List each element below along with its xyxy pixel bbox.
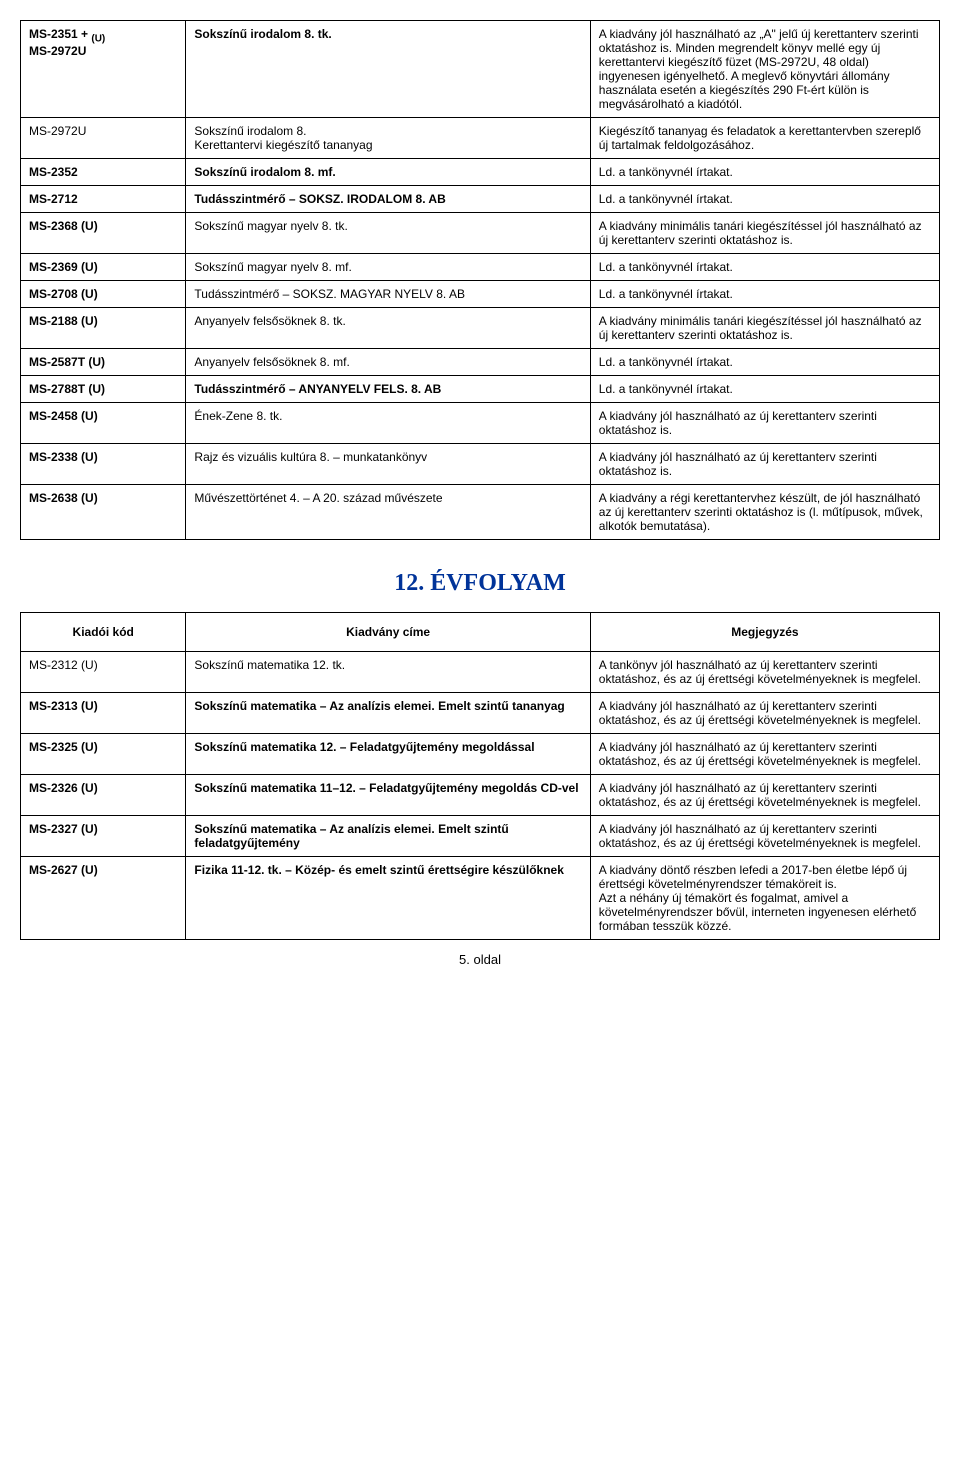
cell-code: MS-2312 (U) [21,652,186,693]
cell-code: MS-2368 (U) [21,213,186,254]
cell-note: A kiadvány döntő részben lefedi a 2017-b… [590,857,939,940]
table-row: MS-2312 (U)Sokszínű matematika 12. tk.A … [21,652,940,693]
cell-title: Sokszínű irodalom 8. tk. [186,21,590,118]
table-row: MS-2313 (U)Sokszínű matematika – Az anal… [21,693,940,734]
cell-code: MS-2708 (U) [21,281,186,308]
cell-note: A kiadvány a régi kerettantervhez készül… [590,485,939,540]
cell-note: A kiadvány minimális tanári kiegészítéss… [590,213,939,254]
cell-title: Sokszínű irodalom 8.Kerettantervi kiegés… [186,118,590,159]
cell-note: Kiegészítő tananyag és feladatok a keret… [590,118,939,159]
table-row: MS-2587T (U)Anyanyelv felsősöknek 8. mf.… [21,349,940,376]
table-row: MS-2788T (U)Tudásszintmérő – ANYANYELV F… [21,376,940,403]
cell-title: Anyanyelv felsősöknek 8. mf. [186,349,590,376]
cell-title: Sokszínű magyar nyelv 8. mf. [186,254,590,281]
cell-title: Tudásszintmérő – SOKSZ. IRODALOM 8. AB [186,186,590,213]
cell-title: Anyanyelv felsősöknek 8. tk. [186,308,590,349]
cell-note: A tankönyv jól használható az új keretta… [590,652,939,693]
table-row: MS-2369 (U)Sokszínű magyar nyelv 8. mf.L… [21,254,940,281]
table-row: MS-2638 (U)Művészettörténet 4. – A 20. s… [21,485,940,540]
cell-code: MS-2313 (U) [21,693,186,734]
cell-note: A kiadvány jól használható az új keretta… [590,734,939,775]
cell-code: MS-2638 (U) [21,485,186,540]
cell-code: MS-2338 (U) [21,444,186,485]
cell-code: MS-2327 (U) [21,816,186,857]
cell-title: Sokszínű matematika – Az analízis elemei… [186,693,590,734]
table-row: MS-2188 (U)Anyanyelv felsősöknek 8. tk.A… [21,308,940,349]
table-top: MS-2351 + (U)MS-2972USokszínű irodalom 8… [20,20,940,540]
table-row: MS-2972USokszínű irodalom 8.Kerettanterv… [21,118,940,159]
cell-title: Ének-Zene 8. tk. [186,403,590,444]
cell-title: Művészettörténet 4. – A 20. század művés… [186,485,590,540]
cell-code: MS-2325 (U) [21,734,186,775]
header-cell: Kiadvány címe [186,613,590,652]
cell-note: Ld. a tankönyvnél írtakat. [590,376,939,403]
cell-code: MS-2587T (U) [21,349,186,376]
cell-title: Sokszínű irodalom 8. mf. [186,159,590,186]
cell-code: MS-2627 (U) [21,857,186,940]
cell-title: Sokszínű matematika 12. – Feladatgyűjtem… [186,734,590,775]
cell-code: MS-2788T (U) [21,376,186,403]
cell-code: MS-2352 [21,159,186,186]
cell-note: A kiadvány jól használható az új keretta… [590,775,939,816]
cell-title: Fizika 11-12. tk. – Közép- és emelt szin… [186,857,590,940]
cell-code: MS-2326 (U) [21,775,186,816]
cell-note: Ld. a tankönyvnél írtakat. [590,349,939,376]
grade-heading: 12. ÉVFOLYAM [20,570,940,597]
cell-title: Sokszínű matematika 12. tk. [186,652,590,693]
cell-note: A kiadvány jól használható az „A" jelű ú… [590,21,939,118]
cell-note: A kiadvány jól használható az új keretta… [590,693,939,734]
cell-title: Tudásszintmérő – SOKSZ. MAGYAR NYELV 8. … [186,281,590,308]
cell-note: Ld. a tankönyvnél írtakat. [590,186,939,213]
table-row: MS-2326 (U)Sokszínű matematika 11–12. – … [21,775,940,816]
table-row: MS-2351 + (U)MS-2972USokszínű irodalom 8… [21,21,940,118]
cell-note: A kiadvány jól használható az új keretta… [590,816,939,857]
header-cell: Kiadói kód [21,613,186,652]
table-row: MS-2325 (U)Sokszínű matematika 12. – Fel… [21,734,940,775]
table-row: MS-2338 (U)Rajz és vizuális kultúra 8. –… [21,444,940,485]
table-row: MS-2627 (U)Fizika 11-12. tk. – Közép- és… [21,857,940,940]
cell-title: Sokszínű magyar nyelv 8. tk. [186,213,590,254]
cell-title: Sokszínű matematika 11–12. – Feladatgyűj… [186,775,590,816]
cell-code: MS-2972U [21,118,186,159]
cell-note: A kiadvány minimális tanári kiegészítéss… [590,308,939,349]
table-row: MS-2368 (U)Sokszínű magyar nyelv 8. tk.A… [21,213,940,254]
cell-code: MS-2188 (U) [21,308,186,349]
table-row: MS-2327 (U)Sokszínű matematika – Az anal… [21,816,940,857]
table-row: MS-2708 (U)Tudásszintmérő – SOKSZ. MAGYA… [21,281,940,308]
cell-note: A kiadvány jól használható az új keretta… [590,403,939,444]
table-row: MS-2712Tudásszintmérő – SOKSZ. IRODALOM … [21,186,940,213]
cell-note: Ld. a tankönyvnél írtakat. [590,281,939,308]
cell-code: MS-2458 (U) [21,403,186,444]
cell-code: MS-2712 [21,186,186,213]
cell-title: Rajz és vizuális kultúra 8. – munkatankö… [186,444,590,485]
cell-code: MS-2369 (U) [21,254,186,281]
cell-code: MS-2351 + (U)MS-2972U [21,21,186,118]
table-header-row: Kiadói kódKiadvány címeMegjegyzés [21,613,940,652]
cell-note: Ld. a tankönyvnél írtakat. [590,254,939,281]
table-row: MS-2352Sokszínű irodalom 8. mf.Ld. a tan… [21,159,940,186]
cell-note: A kiadvány jól használható az új keretta… [590,444,939,485]
cell-title: Sokszínű matematika – Az analízis elemei… [186,816,590,857]
cell-title: Tudásszintmérő – ANYANYELV FELS. 8. AB [186,376,590,403]
cell-note: Ld. a tankönyvnél írtakat. [590,159,939,186]
table-row: MS-2458 (U)Ének-Zene 8. tk.A kiadvány jó… [21,403,940,444]
page-footer: 5. oldal [20,952,940,967]
table-grade12: Kiadói kódKiadvány címeMegjegyzésMS-2312… [20,612,940,940]
header-cell: Megjegyzés [590,613,939,652]
